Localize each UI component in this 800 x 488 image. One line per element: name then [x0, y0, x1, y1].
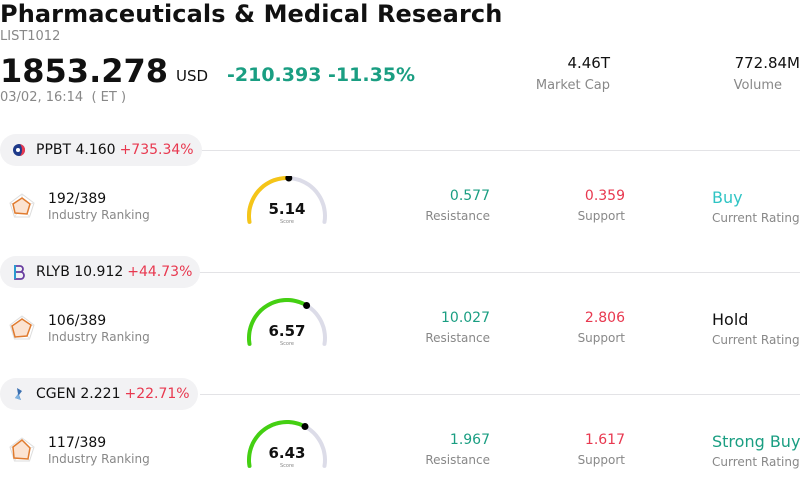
current-rating: Hold	[712, 310, 749, 329]
resistance-label: Resistance	[425, 453, 490, 467]
score-label: Score	[279, 219, 294, 225]
resistance-value: 0.577	[449, 188, 490, 204]
volume-label: Volume	[733, 78, 782, 93]
cgen-logo-icon	[10, 385, 28, 403]
score-label: Score	[279, 463, 294, 469]
ranking-radar-icon	[8, 314, 36, 346]
score-gauge	[242, 297, 332, 362]
support-value: 1.617	[584, 432, 625, 448]
index-price: 1853.278	[0, 52, 169, 90]
industry-rank-label: Industry Ranking	[48, 208, 150, 222]
ranking-radar-icon	[8, 436, 36, 468]
market-cap-label: Market Cap	[535, 78, 610, 93]
ticker-price: PPBT 4.160	[36, 142, 116, 158]
list-code: LIST1012	[0, 29, 61, 44]
page-title: Pharmaceuticals & Medical Research	[0, 0, 503, 28]
row-divider	[200, 150, 800, 151]
support-label: Support	[577, 331, 625, 345]
stock-gain: +735.34%	[119, 142, 194, 158]
current-rating-label: Current Rating	[712, 211, 800, 225]
current-rating: Buy	[712, 188, 743, 207]
market-cap-value: 4.46T	[567, 54, 610, 72]
industry-rank: 192/389	[48, 191, 107, 207]
current-rating-label: Current Rating	[712, 455, 800, 469]
industry-rank-label: Industry Ranking	[48, 452, 150, 466]
stock-gain: +22.71%	[124, 386, 190, 402]
score-label: Score	[279, 341, 294, 347]
stock-pill[interactable]: CGEN 2.221 +22.71%	[0, 378, 198, 410]
current-rating: Strong Buy	[712, 432, 800, 451]
resistance-label: Resistance	[425, 331, 490, 345]
ticker-price: RLYB 10.912	[36, 264, 124, 280]
resistance-value: 1.967	[449, 432, 490, 448]
timestamp: 03/02, 16:14 ( ET )	[0, 90, 127, 105]
current-rating-label: Current Rating	[712, 333, 800, 347]
resistance-value: 10.027	[441, 310, 490, 326]
support-value: 2.806	[584, 310, 625, 326]
rlyb-logo-icon	[10, 263, 28, 281]
score-value: 6.43	[268, 444, 306, 462]
support-label: Support	[577, 453, 625, 467]
industry-rank-label: Industry Ranking	[48, 330, 150, 344]
row-divider	[200, 394, 800, 395]
row-divider	[200, 272, 800, 273]
stock-gain: +44.73%	[127, 264, 193, 280]
score-value: 6.57	[268, 322, 306, 340]
score-gauge	[242, 174, 332, 240]
stock-pill[interactable]: RLYB 10.912 +44.73%	[0, 256, 201, 288]
ranking-radar-icon	[8, 192, 36, 224]
stock-pill[interactable]: PPBT 4.160 +735.34%	[0, 134, 202, 166]
ppbt-logo-icon	[10, 141, 28, 159]
industry-rank: 117/389	[48, 435, 107, 451]
industry-rank: 106/389	[48, 313, 107, 329]
price-change: -210.393 -11.35%	[227, 64, 416, 86]
score-gauge	[242, 419, 332, 484]
volume-value: 772.84M	[734, 54, 800, 72]
resistance-label: Resistance	[425, 209, 490, 223]
support-value: 0.359	[584, 188, 625, 204]
score-value: 5.14	[268, 200, 306, 218]
support-label: Support	[577, 209, 625, 223]
currency: USD	[176, 67, 209, 85]
ticker-price: CGEN 2.221	[36, 386, 121, 402]
